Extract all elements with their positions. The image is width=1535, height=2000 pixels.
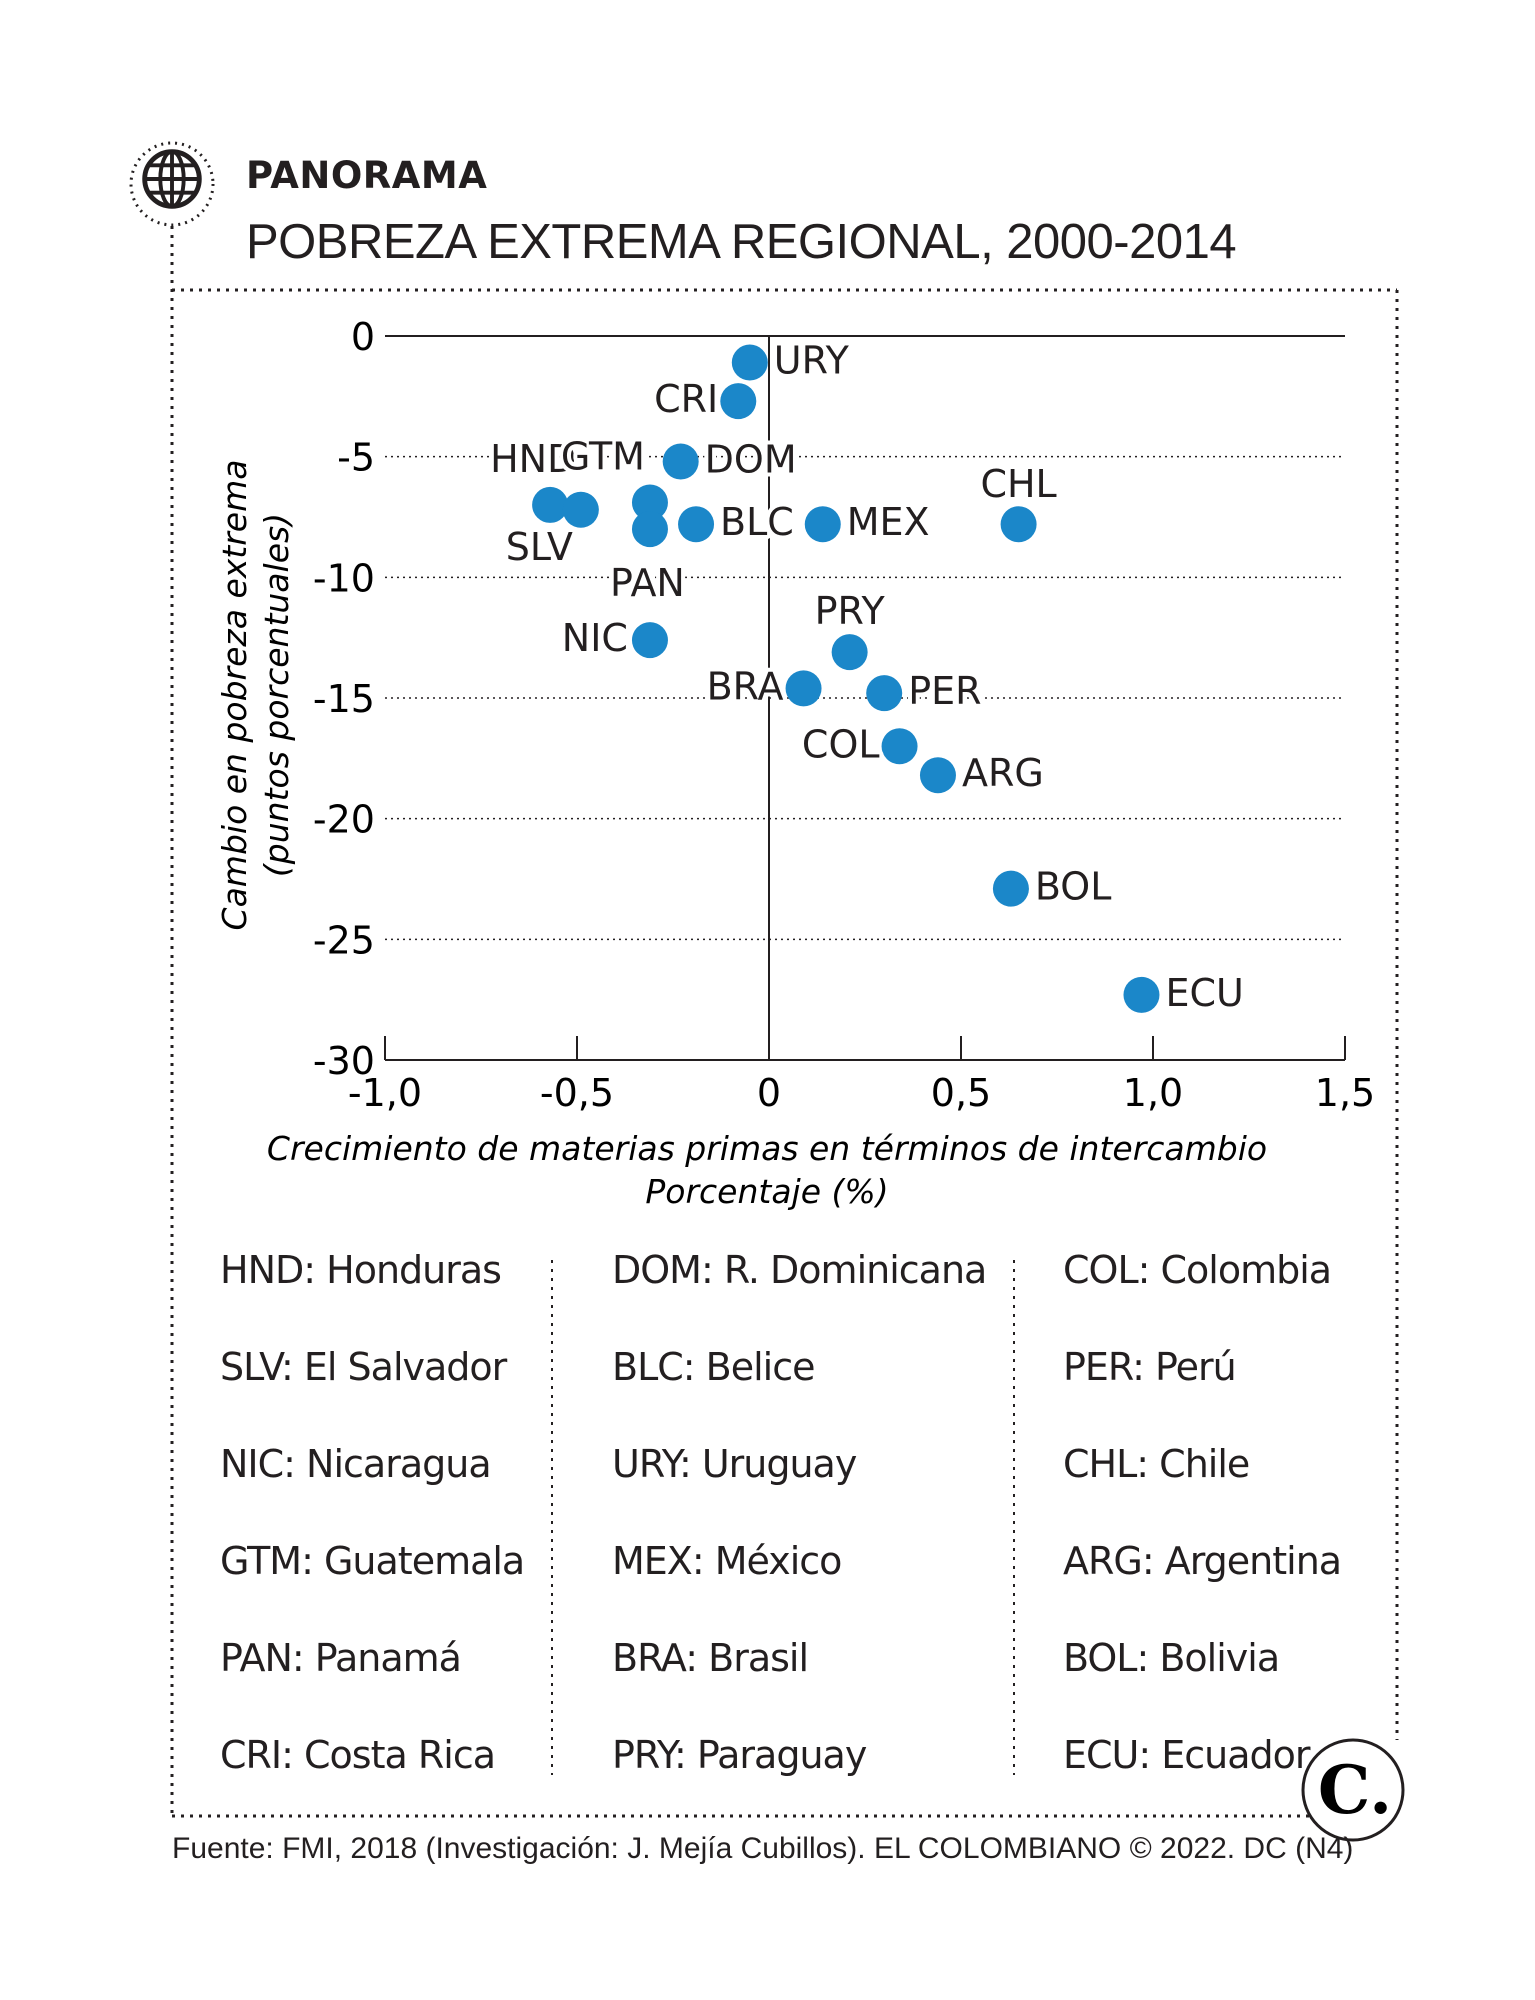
- legend-item: NIC: Nicaragua: [220, 1439, 600, 1536]
- point-label-ury: URY: [774, 339, 850, 383]
- legend-item: CHL: Chile: [1063, 1439, 1443, 1536]
- point-label-ecu: ECU: [1165, 971, 1243, 1015]
- y-axis-label: Cambio en pobreza extrema: [215, 460, 254, 931]
- legend-column-1: HND: Honduras SLV: El Salvador NIC: Nica…: [220, 1245, 600, 1827]
- x-tick-label: 0: [757, 1071, 781, 1115]
- point-label-chl: CHL: [980, 462, 1056, 506]
- x-tick-label: -1,0: [348, 1071, 422, 1115]
- point-label-dom: DOM: [705, 437, 797, 481]
- data-point-blc: [678, 506, 714, 542]
- x-tick-label: 1,0: [1123, 1071, 1183, 1115]
- point-label-nic: NIC: [562, 616, 628, 660]
- point-label-blc: BLC: [720, 500, 794, 544]
- points-layer: URYURYCRICRIDOMDOMHNDHNDGTMGTMSLVSLVPANP…: [490, 339, 1244, 1015]
- data-point-chl: [1001, 506, 1037, 542]
- data-point-ury: [732, 345, 768, 381]
- y-tick-label: 0: [351, 315, 375, 359]
- x-tick-label: -0,5: [540, 1071, 614, 1115]
- legend-item: PAN: Panamá: [220, 1633, 600, 1730]
- point-label-pry: PRY: [815, 589, 886, 633]
- point-label-per: PER: [908, 669, 981, 713]
- legend-item: COL: Colombia: [1063, 1245, 1443, 1342]
- point-label-bol: BOL: [1035, 865, 1111, 909]
- data-point-bol: [993, 871, 1029, 907]
- data-point-per: [866, 675, 902, 711]
- logo-text: C.: [1318, 1751, 1392, 1829]
- data-point-slv: [563, 492, 599, 528]
- y-tick-label: -5: [337, 436, 375, 480]
- y-tick-label: -25: [313, 918, 375, 962]
- legend-item: SLV: El Salvador: [220, 1342, 600, 1439]
- y-axis-label-line2: (puntos porcentuales): [257, 513, 296, 877]
- data-point-mex: [805, 506, 841, 542]
- y-tick-label: -20: [313, 798, 375, 842]
- y-tick-label: -10: [313, 556, 375, 600]
- data-point-pan: [632, 511, 668, 547]
- point-label-cri: CRI: [654, 377, 718, 421]
- legend-item: CRI: Costa Rica: [220, 1730, 600, 1827]
- data-point-nic: [632, 622, 668, 658]
- data-point-ecu: [1123, 977, 1159, 1013]
- y-tick-label: -15: [313, 677, 375, 721]
- data-point-cri: [720, 383, 756, 419]
- x-tick-label: 1,5: [1315, 1071, 1375, 1115]
- legend-item: BLC: Belice: [612, 1342, 992, 1439]
- point-label-arg: ARG: [962, 751, 1044, 795]
- point-label-col: COL: [802, 722, 880, 766]
- data-point-arg: [920, 757, 956, 793]
- legend-item: BOL: Bolivia: [1063, 1633, 1443, 1730]
- legend-item: BRA: Brasil: [612, 1633, 992, 1730]
- legend-item: GTM: Guatemala: [220, 1536, 600, 1633]
- point-label-mex: MEX: [847, 500, 930, 544]
- legend-item: PRY: Paraguay: [612, 1730, 992, 1827]
- legend-item: MEX: México: [612, 1536, 992, 1633]
- x-axis-label-line2: Porcentaje (%): [645, 1172, 888, 1211]
- legend-item: ARG: Argentina: [1063, 1536, 1443, 1633]
- data-point-col: [882, 728, 918, 764]
- point-label-slv: SLV: [506, 525, 573, 569]
- data-point-hnd: [532, 487, 568, 523]
- legend-item: DOM: R. Dominicana: [612, 1245, 992, 1342]
- legend-item: PER: Perú: [1063, 1342, 1443, 1439]
- x-axis-label: Crecimiento de materias primas en términ…: [267, 1129, 1267, 1168]
- legend-column-2: DOM: R. Dominicana BLC: Belice URY: Urug…: [612, 1245, 992, 1827]
- legend-item: URY: Uruguay: [612, 1439, 992, 1536]
- data-point-bra: [786, 670, 822, 706]
- data-point-dom: [663, 443, 699, 479]
- point-label-pan: PAN: [610, 561, 685, 605]
- legend-item: HND: Honduras: [220, 1245, 600, 1342]
- data-point-pry: [832, 634, 868, 670]
- point-label-bra: BRA: [707, 664, 784, 708]
- point-label-gtm: GTM: [561, 435, 645, 479]
- source-note: Fuente: FMI, 2018 (Investigación: J. Mej…: [172, 1832, 1353, 1866]
- x-tick-label: 0,5: [931, 1071, 991, 1115]
- el-colombiano-logo-icon: C.: [1300, 1737, 1406, 1843]
